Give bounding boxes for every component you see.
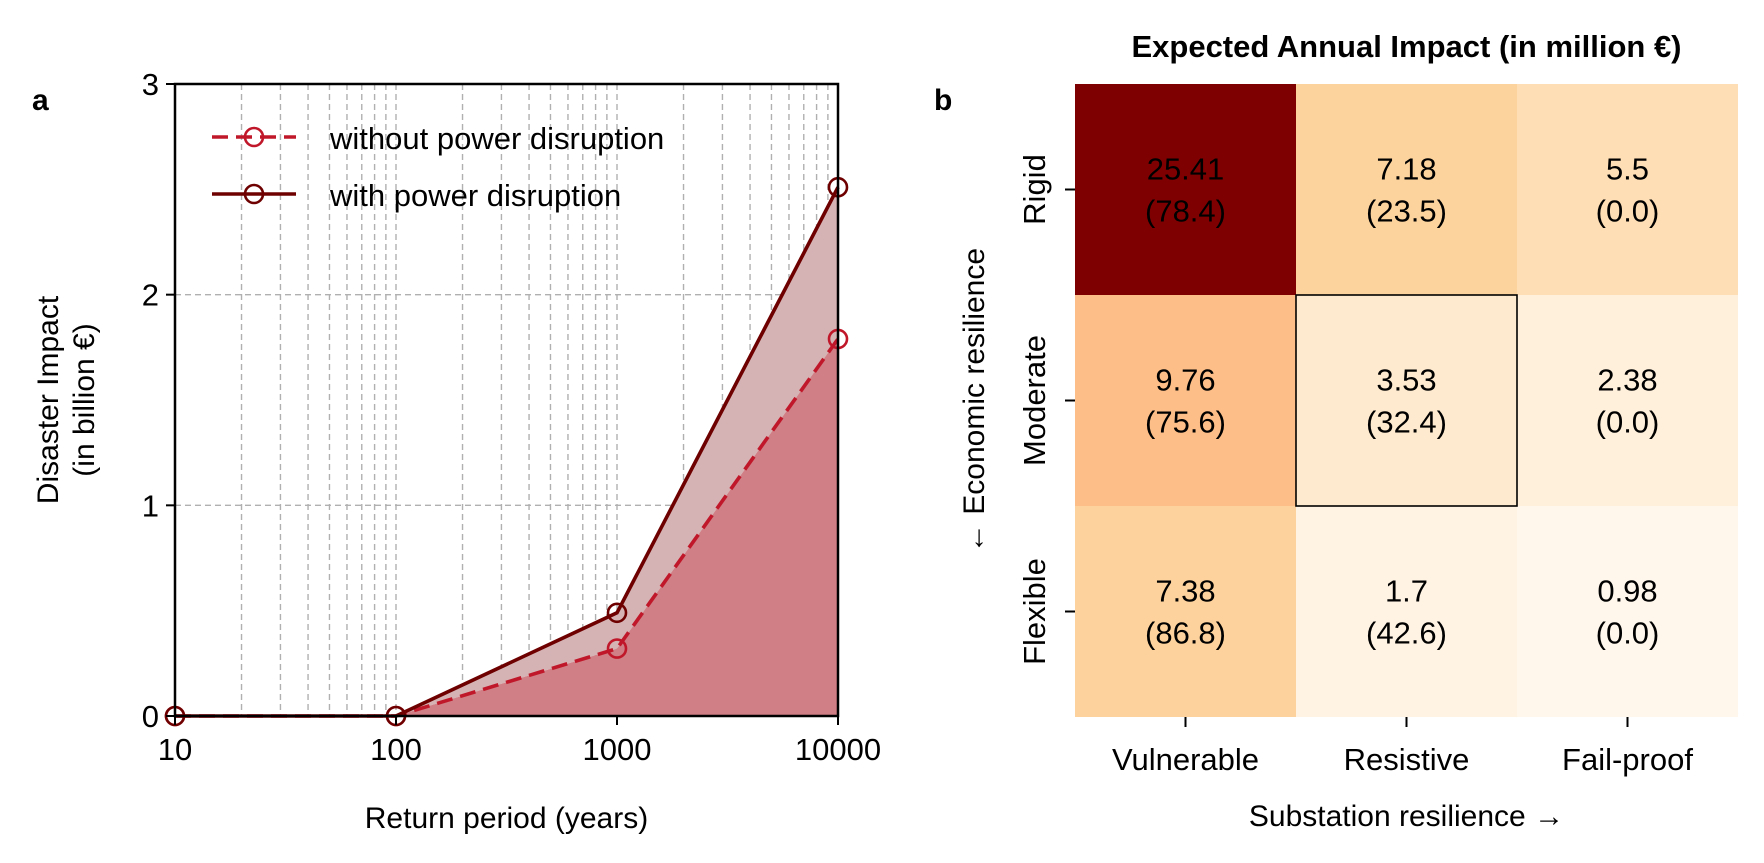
legend-label-with: with power disruption bbox=[329, 178, 621, 213]
area-fills bbox=[175, 187, 838, 716]
heatmap-y-tick-label: Flexible bbox=[1017, 558, 1052, 665]
heatmap-x-tick-label: Fail-proof bbox=[1562, 742, 1693, 777]
fill-between-series bbox=[175, 187, 838, 716]
legend-marker-without bbox=[243, 126, 265, 148]
cell-secondary-label: (32.4) bbox=[1366, 405, 1447, 440]
heatmap-cell bbox=[1075, 506, 1296, 717]
y-axis-label-line: (in billion €) bbox=[68, 323, 101, 476]
cell-secondary-label: (23.5) bbox=[1366, 194, 1447, 229]
heatmap-cell bbox=[1517, 295, 1738, 506]
x-tick-label: 10000 bbox=[795, 732, 881, 767]
x-tick-label: 1000 bbox=[583, 732, 652, 767]
cell-value-label: 3.53 bbox=[1376, 363, 1436, 398]
x-tick-label: 100 bbox=[370, 732, 422, 767]
heatmap-x-tick-label: Resistive bbox=[1344, 742, 1470, 777]
heatmap-title: Expected Annual Impact (in million €) bbox=[1131, 29, 1681, 64]
cell-value-label: 2.38 bbox=[1597, 363, 1657, 398]
heatmap-x-tick-label: Vulnerable bbox=[1112, 742, 1259, 777]
heatmap-cell bbox=[1517, 506, 1738, 717]
cell-value-label: 0.98 bbox=[1597, 574, 1657, 609]
cell-value-label: 25.41 bbox=[1147, 152, 1225, 187]
heatmap-cell bbox=[1296, 506, 1517, 717]
panel-label-b: b bbox=[934, 84, 952, 117]
cell-secondary-label: (86.8) bbox=[1145, 616, 1226, 651]
heatmap-axis-ticks: Vulnerable Resistive Fail-proof Rigid Modera… bbox=[1017, 154, 1693, 777]
heatmap-y-tick-label: Moderate bbox=[1017, 335, 1052, 466]
y-tick-label: 0 bbox=[142, 699, 159, 734]
heatmap-cell bbox=[1075, 295, 1296, 506]
cell-value-label: 9.76 bbox=[1155, 363, 1215, 398]
heatmap-cells: 25.41 (78.4) 7.18 (23.5) 5.5 (0.0) 9.76 (75.6) 3… bbox=[1075, 84, 1738, 717]
line-chart-panel: a 10 100 1000 10000 0 1 2 3 Return period (year… bbox=[32, 67, 881, 835]
y-tick-label: 3 bbox=[142, 67, 159, 102]
highlighted-cell-border bbox=[1295, 294, 1518, 507]
cell-value-label: 7.38 bbox=[1155, 574, 1215, 609]
cell-value-label: 1.7 bbox=[1385, 574, 1428, 609]
y-tick-label: 2 bbox=[142, 278, 159, 313]
x-tick-label: 10 bbox=[158, 732, 192, 767]
axis-ticks: 10 100 1000 10000 0 1 2 3 bbox=[142, 67, 881, 767]
heatmap-cell bbox=[1075, 84, 1296, 295]
plot-frame bbox=[173, 82, 840, 718]
heatmap-cell bbox=[1296, 295, 1517, 506]
cell-secondary-label: (0.0) bbox=[1596, 405, 1660, 440]
cell-secondary-label: (78.4) bbox=[1145, 194, 1226, 229]
y-tick-label: 1 bbox=[142, 488, 159, 523]
cell-value-label: 5.5 bbox=[1606, 152, 1649, 187]
heatmap-x-axis-label: Substation resilience → bbox=[1249, 800, 1564, 833]
heatmap-y-tick-label: Rigid bbox=[1017, 154, 1052, 225]
y-axis-label: Disaster Impact (in billion €) bbox=[32, 295, 101, 504]
data-point-with bbox=[606, 602, 628, 624]
legend-marker-with bbox=[243, 183, 265, 205]
fill-under-without bbox=[175, 338, 838, 716]
legend: without power disruption with power disr… bbox=[212, 121, 664, 213]
x-axis-label: Return period (years) bbox=[365, 802, 648, 835]
cell-secondary-label: (75.6) bbox=[1145, 405, 1226, 440]
heatmap-cell bbox=[1517, 84, 1738, 295]
legend-label-without: without power disruption bbox=[329, 121, 664, 156]
heatmap-panel: b Expected Annual Impact (in million €) … bbox=[934, 29, 1738, 833]
heatmap-cell bbox=[1296, 84, 1517, 295]
cell-secondary-label: (0.0) bbox=[1596, 194, 1660, 229]
cell-secondary-label: (42.6) bbox=[1366, 616, 1447, 651]
cell-secondary-label: (0.0) bbox=[1596, 616, 1660, 651]
heatmap-y-axis-label: ← Economic resilience bbox=[958, 248, 991, 553]
panel-label-a: a bbox=[32, 84, 49, 117]
cell-value-label: 7.18 bbox=[1376, 152, 1436, 187]
data-point-without bbox=[606, 638, 628, 659]
y-axis-label-line: Disaster Impact bbox=[32, 295, 65, 504]
